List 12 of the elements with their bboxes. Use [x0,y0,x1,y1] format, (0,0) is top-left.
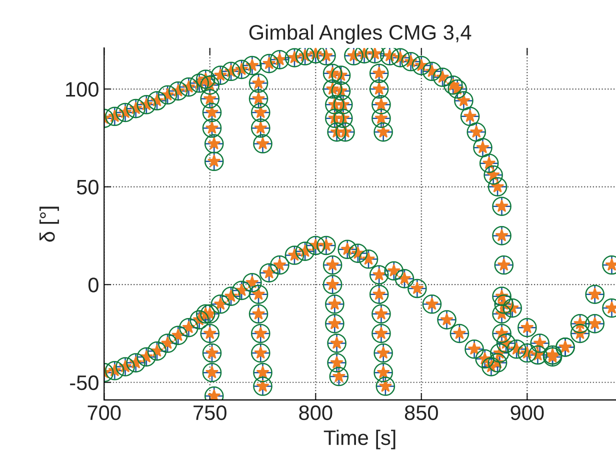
x-axis-title: Time [s] [324,430,396,450]
x-tick-label: 850 [404,405,438,420]
x-tick-label: 900 [510,405,544,420]
y-tick-label: 100 [66,82,98,97]
y-tick-label: 0 [88,278,98,292]
y-tick-label: -50 [70,375,98,390]
chart-title: Gimbal Angles CMG 3,4 [249,24,472,44]
x-tick-label: 750 [194,405,226,420]
x-tick-label: 700 [88,405,121,420]
y-tick-label: 50 [76,180,98,195]
y-axis-title: δ [°] [40,206,59,242]
x-tick-label: 800 [299,405,332,420]
